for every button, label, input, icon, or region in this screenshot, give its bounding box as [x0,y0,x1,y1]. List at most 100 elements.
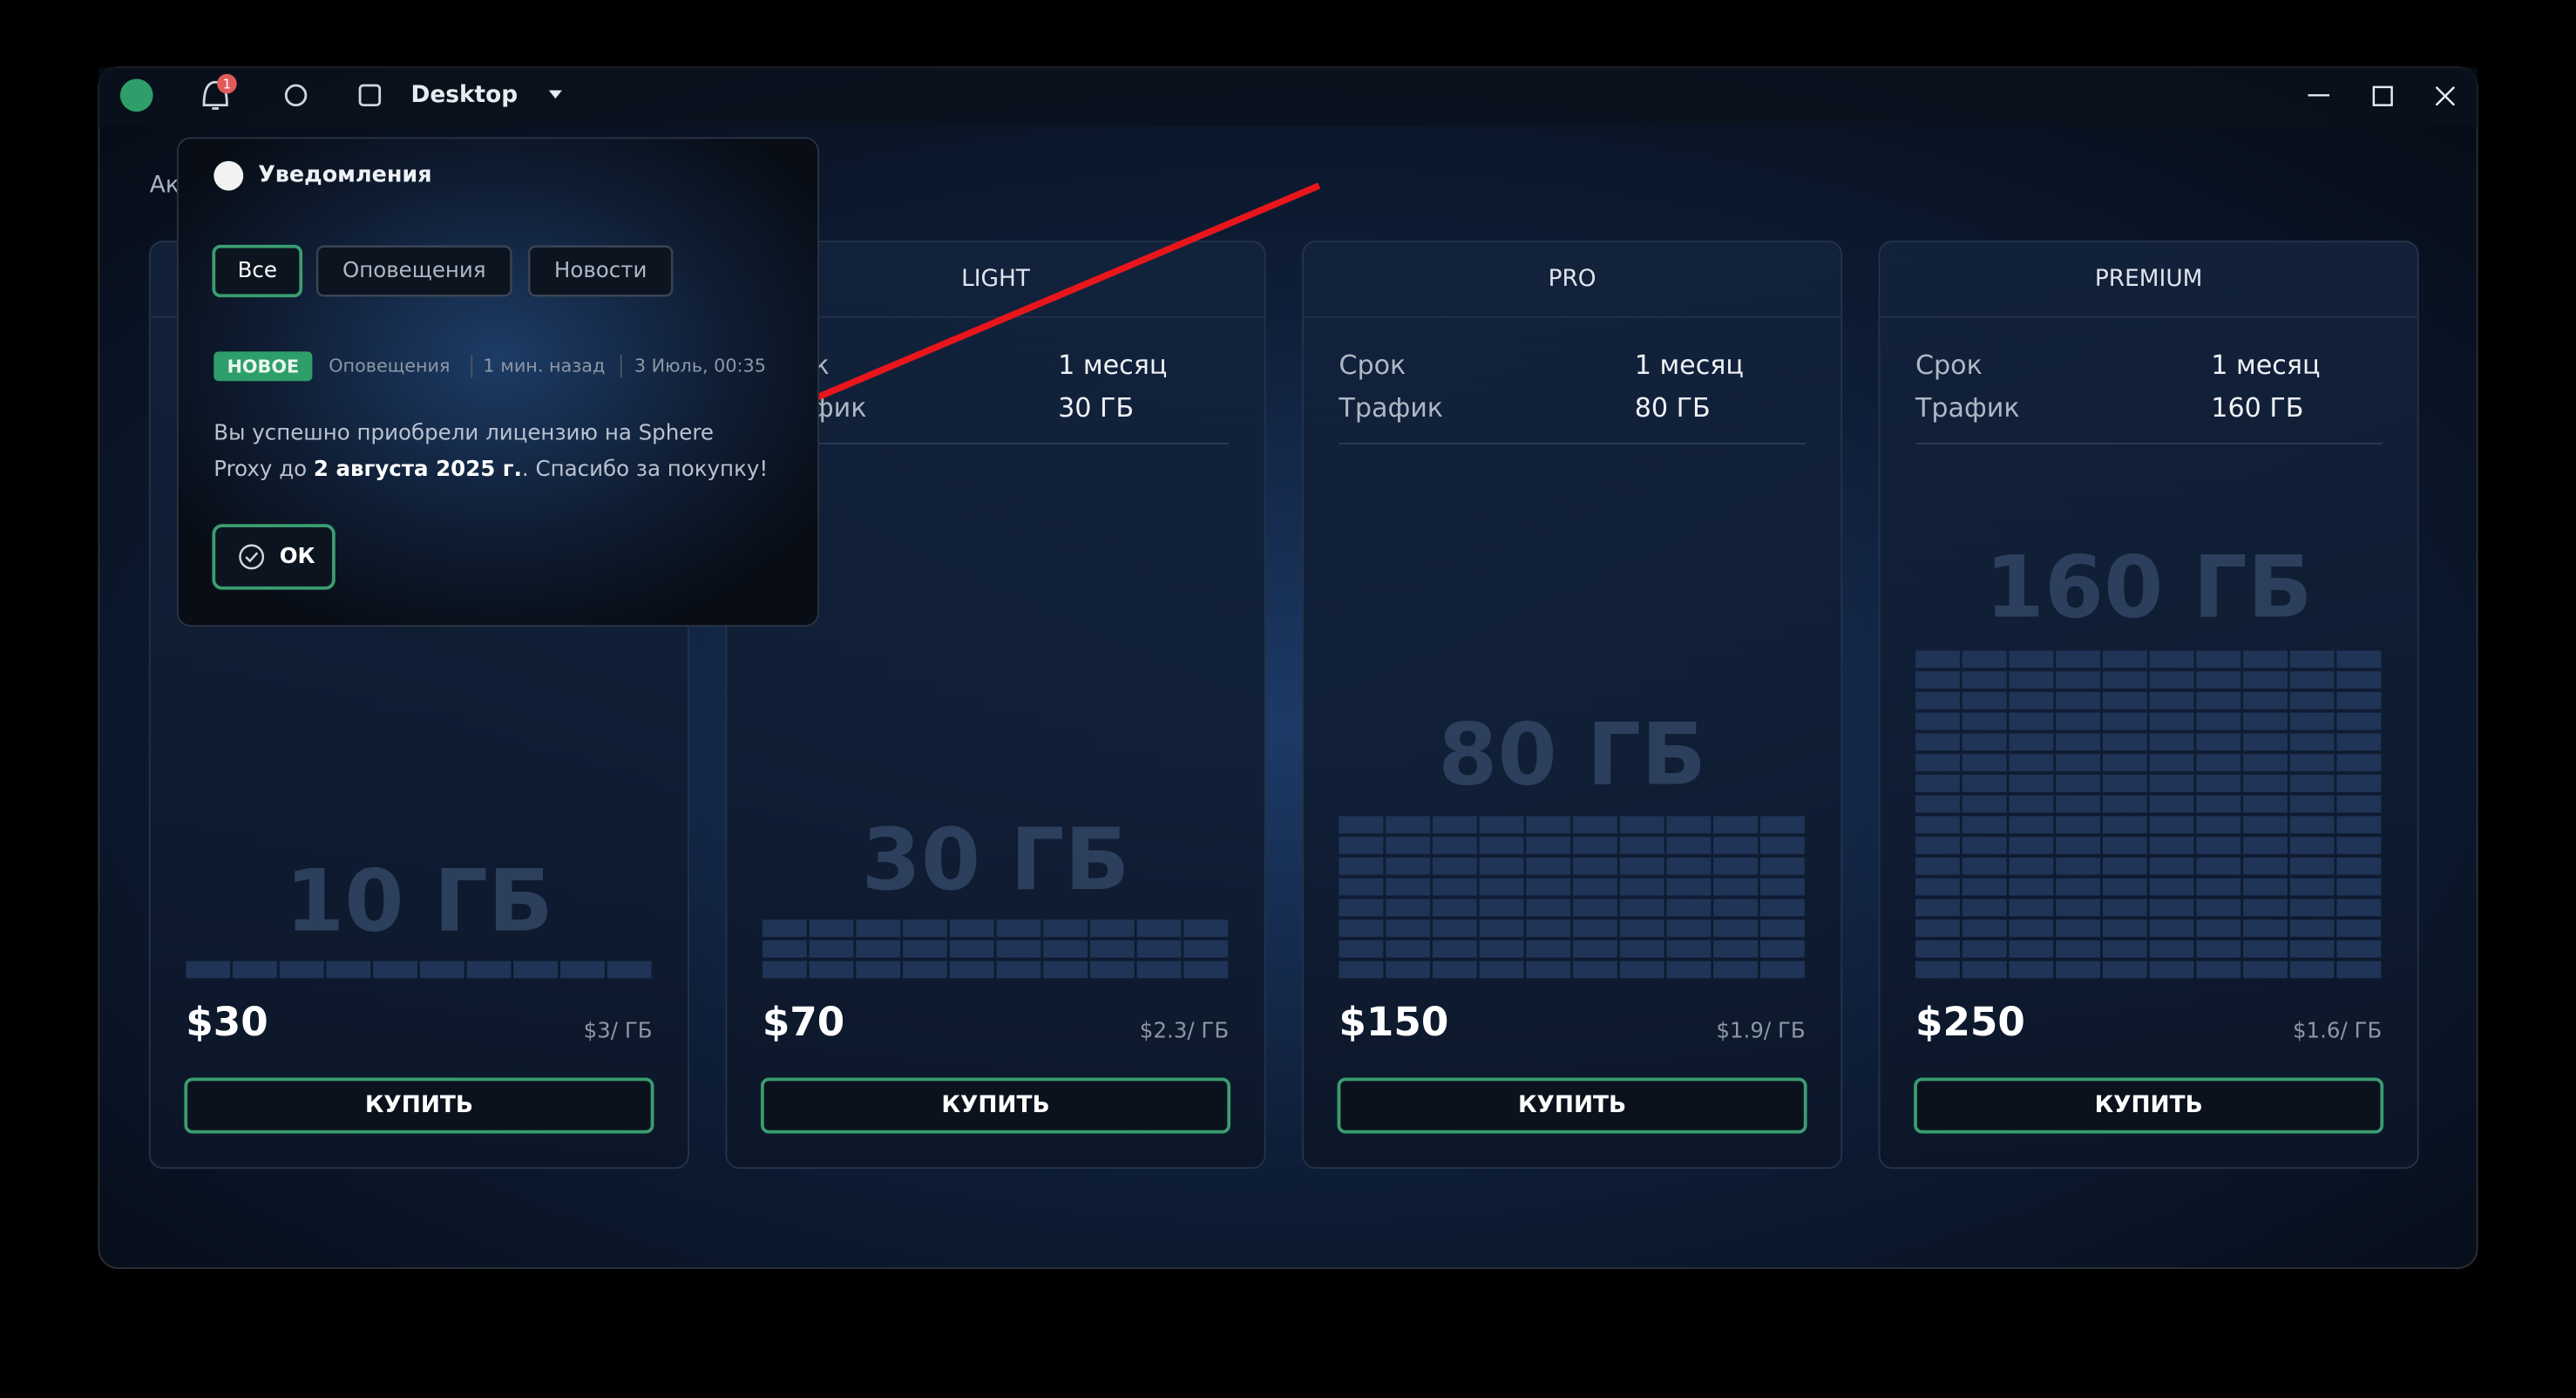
traffic-cell [1386,899,1431,917]
traffic-cell [856,960,901,979]
traffic-cell [903,960,947,979]
dropdown-arrow[interactable] [548,90,562,99]
traffic-cell [1339,960,1384,979]
traffic-cell [2289,857,2335,875]
traffic-cell [2009,940,2054,958]
traffic-cell [2243,691,2288,709]
traffic-cell [1136,960,1182,979]
ok-button[interactable]: ОК [212,524,336,590]
traffic-cell [2102,650,2147,668]
traffic-cell [2196,691,2241,709]
traffic-cell [1479,960,1524,979]
buy-bg [760,1077,1231,1134]
row-label: Срок [1339,350,1406,381]
traffic-cell [2243,774,2288,792]
traffic-cell [1759,920,1805,937]
message-text: Proxy до [214,456,314,481]
traffic-cell [1619,816,1664,834]
tab-label: Новости [554,257,647,282]
traffic-cell [2056,712,2101,730]
traffic-cell [2336,899,2382,917]
traffic-cell [1915,691,1960,709]
traffic-cell [903,920,947,937]
traffic-cell [1962,650,2007,668]
traffic-cell [1962,795,2007,813]
traffic-cell [996,920,1041,937]
tab[interactable]: Все [212,244,303,298]
item-category: Оповещения [329,355,450,376]
plan-name: PRO [1549,266,1596,292]
traffic-cell [1526,878,1571,896]
traffic-cell [2056,733,2101,751]
panel-logo [214,160,244,191]
traffic-cell [1386,878,1431,896]
traffic-cell [2243,899,2288,917]
traffic-cell [2149,754,2194,771]
traffic-cell [1339,857,1384,875]
traffic-big: 160 ГБ [1985,538,2313,637]
traffic-cell [1962,733,2007,751]
buy-button[interactable]: КУПИТЬ [1914,1077,2384,1134]
row-label: Срок [1915,350,1983,381]
close-button[interactable] [2435,86,2456,106]
traffic-cell [1043,940,1088,958]
message-line: Proxy до 2 августа 2025 г.. Спасибо за п… [214,456,768,481]
traffic-cell [2196,878,2241,896]
traffic-cell [1339,940,1384,958]
traffic-cell [1713,816,1759,834]
traffic-cell [1526,816,1571,834]
traffic-cell [1183,940,1229,958]
traffic-cell [1573,878,1617,896]
traffic-cell [2056,650,2101,668]
traffic-cell [809,960,854,979]
plan-card: PREMIUM Срок 1 месяц Трафик 160 ГБ 160 ГБ $250… [1878,241,2419,1170]
traffic-cell [1713,920,1759,937]
app-name[interactable]: Desktop [410,82,518,108]
tab[interactable]: Новости [527,245,674,297]
buy-button[interactable]: КУПИТЬ [760,1077,1231,1134]
traffic-cell [1432,920,1477,937]
row-label: Трафик [1338,393,1443,424]
traffic-cell [2149,920,2194,937]
traffic-cell [903,940,947,958]
traffic-cell [2102,857,2147,875]
buy-button[interactable]: КУПИТЬ [1337,1077,1807,1134]
traffic-cell [1962,920,2007,937]
traffic-cell [1136,920,1182,937]
tab-bg [315,245,512,297]
tab[interactable]: Оповещения [315,245,512,297]
traffic-cell [2056,774,2101,792]
tab-label: Оповещения [342,257,486,282]
traffic-cell [2289,940,2335,958]
traffic-cell [2149,857,2194,875]
traffic-cell [2102,837,2147,854]
traffic-cell [1962,960,2007,979]
per-gb: $2.3/ ГБ [1140,1018,1229,1043]
traffic-cell [1089,920,1135,937]
traffic-cell [2243,920,2288,937]
traffic-cell [2056,857,2101,875]
traffic-cell [2056,940,2101,958]
bell-button[interactable]: 1 [202,73,237,110]
traffic-cell [1479,816,1524,834]
traffic-cell [1619,960,1664,979]
traffic-cell [1573,920,1617,937]
maximize-button[interactable] [2372,85,2393,106]
traffic-cell [2196,837,2241,854]
traffic-big: 80 ГБ [1438,706,1706,805]
new-badge [214,351,313,382]
traffic-cell [1619,878,1664,896]
traffic-cell [1713,899,1759,917]
buy-label: КУПИТЬ [1518,1092,1626,1118]
buy-button[interactable]: КУПИТЬ [184,1077,654,1134]
traffic-cell [513,960,559,979]
row-value: 1 месяц [1058,350,1167,381]
per-gb: $1.6/ ГБ [2293,1018,2382,1043]
traffic-cell [232,960,277,979]
traffic-cell [2243,650,2288,668]
traffic-cell [1666,816,1712,834]
settings-button[interactable] [284,84,308,107]
traffic-cell [2289,899,2335,917]
traffic-cell [2196,795,2241,813]
